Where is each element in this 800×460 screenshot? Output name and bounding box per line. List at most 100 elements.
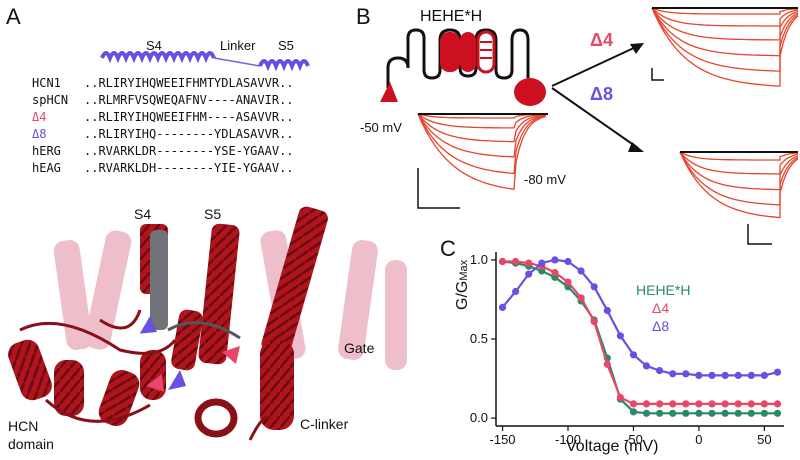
data-point xyxy=(669,409,677,417)
domain-label: domain xyxy=(8,436,54,452)
data-point xyxy=(721,400,729,408)
data-point xyxy=(669,400,677,408)
data-point xyxy=(616,393,625,402)
data-point xyxy=(760,409,769,417)
protein-structure-image xyxy=(8,206,407,441)
hehe-traces xyxy=(417,113,548,190)
alignment-row: Δ8 ..RLIRYIHQ--------YDLASAVVR.. xyxy=(32,127,294,141)
data-point xyxy=(669,370,677,378)
alignment-row: spHCN ..RLMRFVSQWEQAFNV----ANAVIR.. xyxy=(32,93,294,107)
data-point xyxy=(760,371,769,379)
alignment-row: Δ4 ..RLIRYIHQWEEIFHM----ASAVVR.. xyxy=(32,110,294,124)
data-point xyxy=(511,287,520,296)
holding-voltage-label: -50 mV xyxy=(360,120,402,135)
delta4-arrow-lower-icon xyxy=(146,374,164,392)
helix-cartoon xyxy=(100,51,310,72)
background-helices xyxy=(53,230,407,370)
panel-letter-c: C xyxy=(440,236,456,261)
y-tick-label: 0.0 xyxy=(470,410,488,425)
current-trace xyxy=(417,113,547,158)
arrow-to-delta8-icon xyxy=(551,87,644,152)
data-point xyxy=(760,400,769,408)
data-point xyxy=(564,257,572,266)
s4-label: S4 xyxy=(146,38,162,53)
current-traces xyxy=(417,7,799,245)
data-point xyxy=(708,400,716,408)
data-point xyxy=(695,371,703,379)
x-tick-label: -50 xyxy=(624,432,643,447)
data-point xyxy=(577,294,585,302)
series-line xyxy=(501,258,778,377)
current-trace xyxy=(417,113,547,190)
panel-letter-b: B xyxy=(356,4,371,29)
delta8-label: Δ8 xyxy=(590,84,613,104)
series-line xyxy=(502,260,778,415)
data-point xyxy=(642,400,651,408)
hcn-label: HCN xyxy=(8,418,39,434)
gate-helix xyxy=(261,206,328,356)
data-point xyxy=(511,257,520,266)
data-point xyxy=(747,400,755,408)
data-point xyxy=(498,257,507,266)
data-point xyxy=(708,371,716,379)
data-point xyxy=(629,351,638,359)
data-point xyxy=(773,409,782,417)
tail-voltage-label: -80 mV xyxy=(524,172,566,187)
data-point xyxy=(656,400,664,408)
s5-label: S5 xyxy=(278,38,294,53)
linker-line xyxy=(213,57,261,67)
alignment-row: HCN1 ..RLIRYIHQWEEIFHMTYDLASAVVR.. xyxy=(32,76,294,90)
scale-bar-delta8 xyxy=(747,224,772,245)
delta4-traces xyxy=(651,7,799,87)
s4-helix-icon xyxy=(100,51,216,64)
scale-bar-delta4 xyxy=(651,68,664,81)
data-point xyxy=(747,371,755,379)
arrow-to-delta4-icon xyxy=(551,43,644,87)
data-point xyxy=(682,370,690,378)
current-trace xyxy=(417,113,547,175)
data-point xyxy=(773,368,782,376)
current-trace xyxy=(679,151,799,161)
c-linker-label: C-linker xyxy=(300,416,349,432)
current-trace xyxy=(679,151,799,175)
current-trace xyxy=(679,151,799,206)
current-trace xyxy=(651,7,799,41)
data-point xyxy=(656,409,664,417)
data-point xyxy=(577,267,585,275)
hcn-domain xyxy=(8,309,177,427)
alignment-row: hEAG ..RVARKLDH--------YIE-YGAAV.. xyxy=(32,161,294,175)
data-point xyxy=(551,269,559,277)
current-trace xyxy=(651,7,799,15)
data-point xyxy=(773,400,782,408)
scale-bar-hehe xyxy=(417,168,460,209)
data-point xyxy=(498,303,507,311)
structure-s5-label: S5 xyxy=(204,206,222,222)
delta4-label: Δ4 xyxy=(590,30,613,50)
data-point xyxy=(629,408,638,416)
data-point xyxy=(642,409,651,417)
data-point xyxy=(708,409,716,417)
structure-s4-label: S4 xyxy=(134,206,152,222)
data-point xyxy=(721,371,729,379)
s4-gray-segment xyxy=(150,230,168,330)
data-point xyxy=(695,400,703,408)
data-point xyxy=(603,306,611,315)
alignment-row: hERG ..RVARKLDR--------YSE-YGAAV.. xyxy=(32,144,294,158)
series-Δ4 xyxy=(498,257,782,408)
current-trace xyxy=(651,7,799,87)
data-point xyxy=(538,259,546,267)
data-point xyxy=(682,409,690,417)
linker-loop xyxy=(167,321,241,340)
data-point xyxy=(603,360,611,368)
x-tick-label: 0 xyxy=(695,432,702,447)
delta8-arrow-upper-icon xyxy=(139,316,157,334)
gate-label: Gate xyxy=(344,340,375,356)
x-axis-label: Voltage (mV) xyxy=(566,438,659,455)
data-point xyxy=(747,409,755,417)
delta8-traces xyxy=(679,151,799,219)
x-tick-label: -100 xyxy=(555,432,581,447)
data-point xyxy=(629,400,638,408)
s5-helix-icon xyxy=(258,59,310,72)
data-point xyxy=(734,371,742,379)
x-tick-label: -150 xyxy=(490,432,516,447)
